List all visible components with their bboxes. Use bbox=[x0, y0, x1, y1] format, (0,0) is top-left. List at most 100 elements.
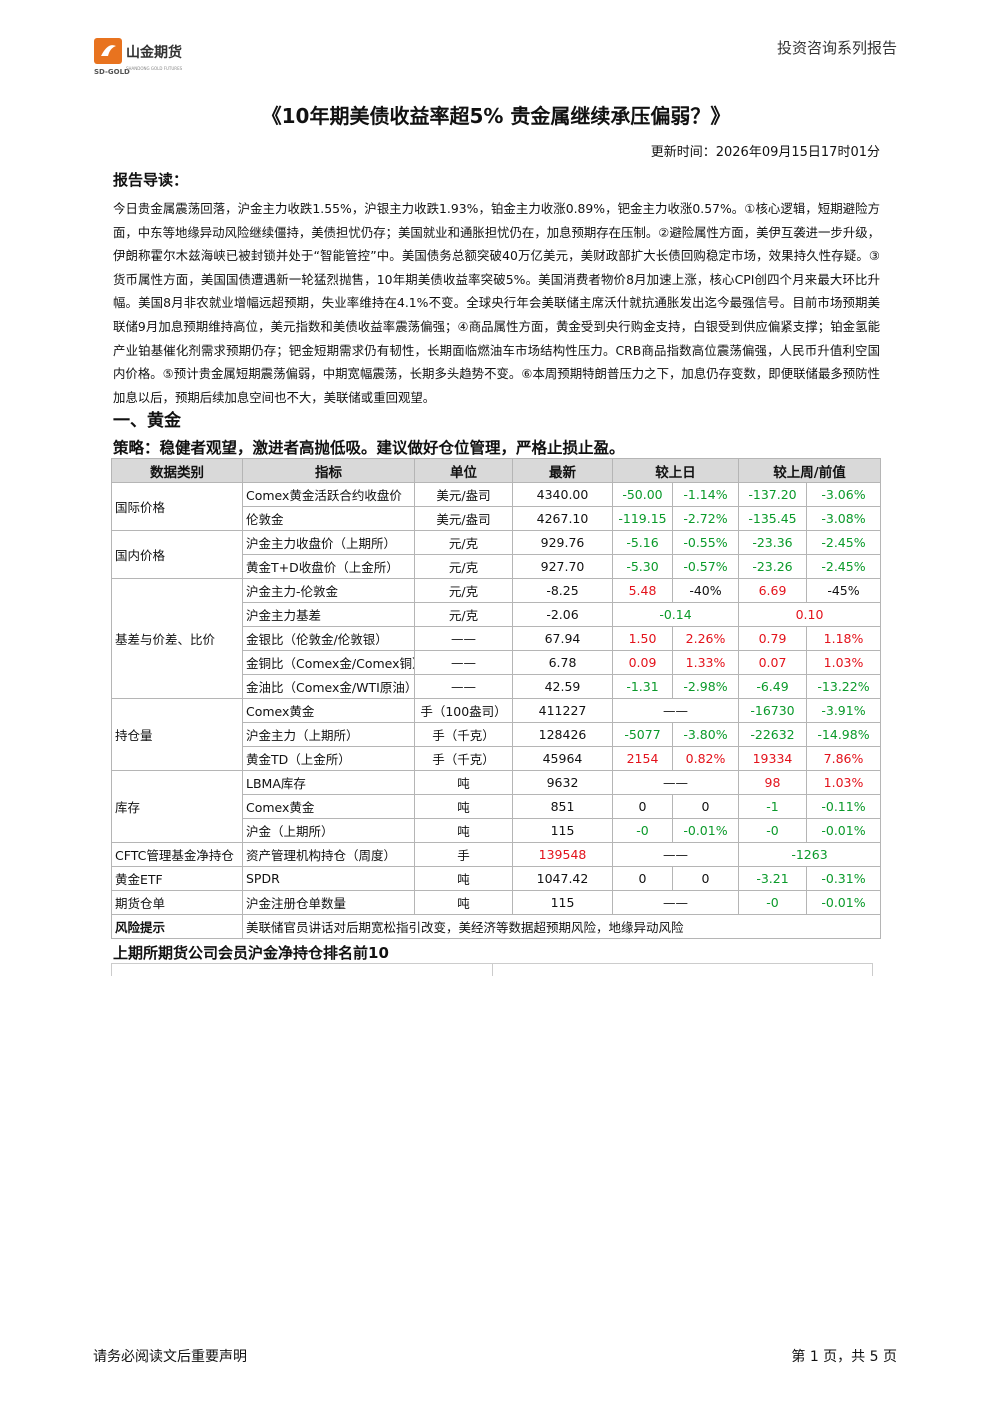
category-cell: CFTC管理基金净持仓 bbox=[111, 842, 243, 867]
value-cell: -135.45 bbox=[738, 506, 807, 531]
column-header: 较上日 bbox=[612, 458, 739, 483]
latest-cell: 115 bbox=[512, 890, 613, 915]
header-row: 数据类别 指标 单位 最新 较上日 较上周/前值 bbox=[111, 458, 881, 483]
logo-name: 山金期货 bbox=[126, 44, 182, 61]
value-cell: -1263 bbox=[738, 842, 881, 867]
value-cell: 0.82% bbox=[672, 746, 739, 771]
value-cell: -13.22% bbox=[806, 674, 881, 699]
data-row: 库存 LBMA库存吨 9632 —— 98 1.03% bbox=[111, 770, 881, 843]
strategy: 策略：稳健者观望，激进者高抛低吸。建议做好仓位管理，严格止损止盈。 bbox=[113, 439, 625, 457]
unit-cell: 元/克 bbox=[414, 530, 513, 555]
value-cell: -22632 bbox=[738, 722, 807, 747]
unit-cell: —— bbox=[414, 650, 513, 675]
value-cell: -2.72% bbox=[672, 506, 739, 531]
logo: 山金期货 SD-GOLD SHANDONG GOLD FUTURES bbox=[94, 38, 183, 76]
title: 《10年期美债收益率超5% 贵金属继续承压偏弱？》 bbox=[261, 104, 731, 128]
data-row: 期货仓单 沪金注册仓单数量吨 115 —— -0 -0.01% bbox=[111, 890, 881, 915]
ranking-table-top bbox=[111, 963, 873, 976]
unit-cell: 吨 bbox=[414, 770, 513, 795]
value-cell: -1.14% bbox=[672, 482, 739, 507]
category-cell: 国内价格 bbox=[111, 530, 243, 579]
unit-cell: 美元/盎司 bbox=[414, 506, 513, 531]
column-header: 数据类别 bbox=[111, 458, 243, 483]
value-cell: -0.14 bbox=[612, 602, 739, 627]
value-cell: 5.48 bbox=[612, 578, 673, 603]
value-cell: 1.33% bbox=[672, 650, 739, 675]
indicator-cell: 沪金（上期所） bbox=[242, 818, 415, 843]
value-cell: 0 bbox=[612, 794, 673, 819]
value-cell: -0 bbox=[738, 818, 807, 843]
value-cell: -5.16 bbox=[612, 530, 673, 555]
value-cell: -119.15 bbox=[612, 506, 673, 531]
data-row: Comex黄金吨 851 0 0 -1 -0.11% bbox=[112, 794, 881, 819]
footer-notice: 请务必阅读文后重要声明 bbox=[93, 1349, 247, 1365]
value-cell: 0 bbox=[612, 866, 673, 891]
value-cell: -5.30 bbox=[612, 554, 673, 579]
latest-cell: 411227 bbox=[512, 698, 613, 723]
latest-cell: 67.94 bbox=[512, 626, 613, 651]
data-row: 伦敦金 美元/盎司 4267.10 -119.15 -2.72% -135.45 -3.08… bbox=[112, 506, 881, 531]
data-row: 国内价格 沪金主力收盘价（上期所） 元/克 929.76 -5.16 -0.55% -23.… bbox=[111, 530, 881, 579]
risk-row: 风险提示 美联储官员讲话对后期宽松指引改变，美经济等数据超预期风险，地缘异动风险 bbox=[111, 914, 881, 939]
value-cell: —— bbox=[612, 842, 739, 867]
data-row: 黄金T+D收盘价（上金所） 元/克 927.70 -5.30 -0.57% -23.26-… bbox=[112, 554, 881, 579]
latest-cell: 45964 bbox=[512, 746, 613, 771]
intro-heading: 报告导读： bbox=[113, 171, 189, 189]
logo-tag: SD-GOLD bbox=[94, 68, 130, 76]
unit-cell: 元/克 bbox=[414, 602, 513, 627]
value-cell: -0.01% bbox=[672, 818, 739, 843]
value-cell: 0.79 bbox=[738, 626, 807, 651]
value-cell: -0 bbox=[612, 818, 673, 843]
category-cell: 持仓量 bbox=[111, 698, 243, 771]
logo-swirl bbox=[101, 45, 116, 56]
intro-text: 今日贵金属震荡回落，沪金主力收跌1.55%，沪银主力收跌1.93%，铂金主力收涨… bbox=[113, 201, 880, 405]
data-table: 数据类别 指标 单位 最新 较上日 较上周/前值 国际价格 Comex黄金活跃合约收盘价 美元/… bbox=[111, 458, 881, 939]
value-cell: -3.08% bbox=[806, 506, 881, 531]
value-cell: 0.10 bbox=[738, 602, 881, 627]
value-cell: 1.18% bbox=[806, 626, 881, 651]
column-header: 单位 bbox=[414, 458, 513, 483]
indicator-cell: 金铜比（Comex金/Comex铜） bbox=[242, 650, 415, 675]
value-cell: -3.06% bbox=[806, 482, 881, 507]
value-cell: —— bbox=[612, 890, 739, 915]
latest-cell: 927.70 bbox=[512, 554, 613, 579]
value-cell: —— bbox=[612, 698, 739, 723]
value-cell: 1.03% bbox=[806, 770, 881, 795]
indicator-cell: 金油比（Comex金/WTI原油） bbox=[242, 674, 415, 699]
value-cell: -0.55% bbox=[672, 530, 739, 555]
unit-cell: 吨 bbox=[414, 866, 513, 891]
unit-cell: 美元/盎司 bbox=[414, 482, 513, 507]
latest-cell: 42.59 bbox=[512, 674, 613, 699]
value-cell: -5077 bbox=[612, 722, 673, 747]
value-cell: -50.00 bbox=[612, 482, 673, 507]
value-cell: 0.09 bbox=[612, 650, 673, 675]
value-cell: 1.03% bbox=[806, 650, 881, 675]
data-row: 金银比（伦敦金/伦敦银） —— 67.94 1.50 2.26% 0.79 1.18% bbox=[112, 626, 881, 651]
value-cell: 98 bbox=[738, 770, 807, 795]
value-cell: 0.07 bbox=[738, 650, 807, 675]
category-cell: 期货仓单 bbox=[111, 890, 243, 915]
category-cell: 基差与价差、比价 bbox=[111, 578, 243, 699]
indicator-cell: 金银比（伦敦金/伦敦银） bbox=[242, 626, 415, 651]
indicator-cell: Comex黄金 bbox=[242, 794, 415, 819]
latest-cell: 6.78 bbox=[512, 650, 613, 675]
unit-cell: 手（100盎司） bbox=[414, 698, 513, 723]
indicator-cell: 沪金主力基差 bbox=[242, 602, 415, 627]
indicator-cell: 黄金TD（上金所） bbox=[242, 746, 415, 771]
value-cell: 0 bbox=[672, 866, 739, 891]
unit-cell: 吨 bbox=[414, 794, 513, 819]
indicator-cell: 黄金T+D收盘价（上金所） bbox=[242, 554, 415, 579]
data-row: 黄金ETF SPDR 吨 1047.42 0 0 -3.21 -0.31% bbox=[111, 866, 881, 891]
category-cell: 库存 bbox=[111, 770, 243, 843]
data-row: 国际价格 Comex黄金活跃合约收盘价 美元/盎司 4340.00 -50.00 -1.1… bbox=[111, 482, 881, 531]
data-row: 黄金TD（上金所） 手（千克） 45964 2154 0.82% 19334 7.86% bbox=[112, 746, 881, 771]
risk-text: 美联储官员讲话对后期宽松指引改变，美经济等数据超预期风险，地缘异动风险 bbox=[242, 914, 881, 939]
logo-sub: SHANDONG GOLD FUTURES bbox=[126, 66, 183, 71]
data-row: 沪金（上期所）吨 115 -0 -0.01% -0 -0.01% bbox=[112, 818, 881, 843]
category-cell: 国际价格 bbox=[111, 482, 243, 531]
indicator-cell: Comex黄金活跃合约收盘价 bbox=[242, 482, 415, 507]
value-cell: -40% bbox=[672, 578, 739, 603]
value-cell: 0 bbox=[672, 794, 739, 819]
data-row: CFTC管理基金净持仓 资产管理机构持仓（周度）手 139548 —— -1263 bbox=[111, 842, 881, 867]
